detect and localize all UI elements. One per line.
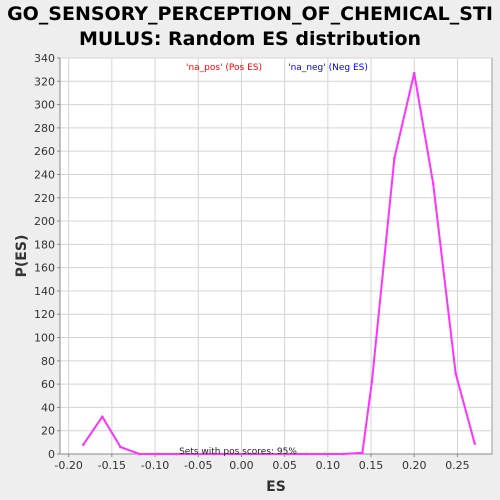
y-tick-label-0: 0 xyxy=(48,448,55,461)
plot-area xyxy=(59,57,493,455)
data-point-5 xyxy=(175,452,178,456)
chart-title-line1: GO_SENSORY_PERCEPTION_OF_CHEMICAL_STI xyxy=(7,3,493,25)
y-tick-label-12: 240 xyxy=(34,168,55,181)
y-tick-label-11: 220 xyxy=(34,192,55,205)
grid-lines xyxy=(60,57,492,455)
x-tick-label-6: 0.10 xyxy=(316,459,341,472)
y-axis-ticks: 0 20 40 60 80 100 120 140 160 180 200 220 240 260 280 3… xyxy=(34,52,60,461)
x-tick-label-3: -0.05 xyxy=(184,459,212,472)
data-point-18 xyxy=(412,71,416,75)
legend-entry-pos: 'na_pos' (Pos ES) xyxy=(186,63,262,73)
y-tick-label-7: 140 xyxy=(34,285,55,298)
data-point-15 xyxy=(361,451,364,455)
data-point-2 xyxy=(119,445,122,449)
y-tick-label-14: 280 xyxy=(34,122,55,135)
series-line-0 xyxy=(82,72,476,455)
x-tick-label-7: 0.15 xyxy=(359,459,384,472)
x-tick-label-2: -0.10 xyxy=(141,459,169,472)
x-tick-label-4: 0.00 xyxy=(229,459,254,472)
data-point-21 xyxy=(473,442,477,445)
legend-entry-neg: 'na_neg' (Neg ES) xyxy=(288,63,368,73)
data-point-10 xyxy=(267,452,271,456)
x-tick-label-1: -0.15 xyxy=(98,459,126,472)
y-tick-label-15: 300 xyxy=(34,99,55,112)
data-point-6 xyxy=(193,452,197,456)
pos-scores-annotation: Sets with pos scores: 95% xyxy=(179,447,297,457)
y-tick-label-4: 80 xyxy=(41,355,55,368)
y-tick-label-5: 100 xyxy=(34,332,55,345)
data-point-17 xyxy=(393,156,396,160)
data-point-12 xyxy=(304,452,308,456)
data-point-20 xyxy=(454,372,458,375)
y-tick-label-17: 340 xyxy=(34,52,55,65)
data-point-8 xyxy=(230,452,234,456)
x-tick-label-9: 0.25 xyxy=(445,459,470,472)
data-point-11 xyxy=(286,452,290,456)
y-tick-label-10: 200 xyxy=(34,215,55,228)
y-tick-label-2: 40 xyxy=(41,401,55,414)
data-point-19 xyxy=(431,182,435,186)
y-tick-label-13: 260 xyxy=(34,145,55,158)
y-tick-label-6: 120 xyxy=(34,308,55,321)
chart-title-line2: MULUS: Random ES distribution xyxy=(78,28,422,50)
data-point-1 xyxy=(101,415,104,419)
data-point-4 xyxy=(156,452,159,456)
data-point-0 xyxy=(82,443,85,446)
x-tick-label-5: 0.05 xyxy=(272,459,297,472)
data-point-3 xyxy=(138,452,141,456)
y-tick-label-1: 20 xyxy=(41,425,55,438)
y-tick-label-3: 60 xyxy=(41,378,55,391)
series-layer xyxy=(82,71,477,456)
data-point-7 xyxy=(212,452,216,456)
y-tick-label-9: 180 xyxy=(34,238,55,251)
y-axis-label: P(ES) xyxy=(14,235,30,278)
x-tick-label-0: -0.20 xyxy=(54,459,82,472)
x-axis-ticks: -0.20 -0.15 -0.10 -0.05 0.00 0.05 0.10 0.15 0.20… xyxy=(54,454,470,472)
y-tick-label-8: 160 xyxy=(34,262,55,275)
x-tick-label-8: 0.20 xyxy=(402,459,427,472)
data-point-16 xyxy=(370,380,374,384)
data-point-13 xyxy=(323,452,327,456)
data-point-14 xyxy=(342,452,345,456)
chart-title: GO_SENSORY_PERCEPTION_OF_CHEMICAL_STI MU… xyxy=(0,2,500,52)
x-axis-label: ES xyxy=(266,479,286,495)
data-point-9 xyxy=(249,452,253,456)
y-tick-label-16: 320 xyxy=(34,75,55,88)
